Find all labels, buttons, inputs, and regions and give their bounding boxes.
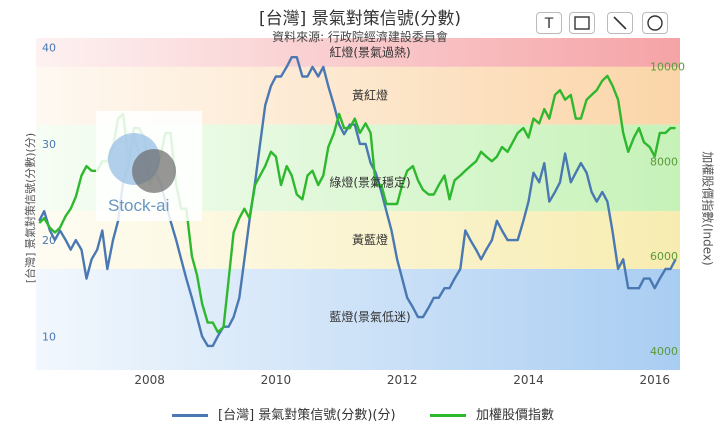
x-tick-label: 2016: [639, 373, 670, 387]
y-tick-label: 30: [42, 138, 56, 151]
x-tick-label: 2008: [134, 373, 165, 387]
text-tool-button[interactable]: T: [536, 12, 562, 34]
chart-subtitle: 資料來源: 行政院經濟建設委員會: [272, 30, 448, 44]
band-label: 黃紅燈: [352, 88, 388, 103]
signal-band: [36, 268, 680, 370]
y2-tick-label: 10000: [650, 60, 685, 73]
y2-axis-label: 加權股價指數(Index): [700, 151, 715, 266]
line-icon: [613, 16, 627, 30]
y2-tick-label: 4000: [650, 345, 678, 358]
band-label: 紅燈(景氣過熱): [329, 44, 410, 59]
y2-tick-label: 6000: [650, 250, 678, 263]
stock-ai-watermark: Stock-ai: [96, 111, 202, 221]
y-axis-label: [台灣] 景氣對策信號(分數)(分): [24, 132, 37, 284]
x-tick-label: 2010: [261, 373, 292, 387]
band-label: 黃藍燈: [352, 232, 388, 247]
text-tool-icon: T: [544, 16, 554, 32]
legend-item-index[interactable]: 加權股價指數: [430, 404, 554, 423]
legend-label-score: [台灣] 景氣對策信號(分數)(分): [218, 408, 396, 423]
circle-tool-button[interactable]: [642, 12, 668, 34]
legend-label-index: 加權股價指數: [476, 408, 555, 423]
y-tick-label: 20: [42, 234, 56, 247]
y-tick-label: 10: [42, 330, 56, 343]
y-tick-label: 40: [42, 42, 56, 55]
x-tick-label: 2012: [387, 373, 418, 387]
rectangle-tool-button[interactable]: [569, 12, 595, 34]
legend-item-score[interactable]: [台灣] 景氣對策信號(分數)(分): [172, 404, 396, 423]
band-label: 藍燈(景氣低迷): [329, 309, 410, 324]
y2-tick-label: 8000: [650, 155, 678, 168]
x-tick-label: 2014: [513, 373, 544, 387]
rectangle-icon: [574, 16, 590, 30]
signal-band: [36, 38, 680, 67]
band-label: 綠燈(景氣穩定): [329, 174, 410, 189]
legend-swatch-index: [430, 414, 466, 417]
circle-icon: [647, 15, 663, 31]
signal-bands: [36, 38, 680, 370]
legend-swatch-score: [172, 414, 208, 417]
line-tool-button[interactable]: [607, 12, 633, 34]
chart-title: [台灣] 景氣對策信號(分數): [259, 9, 461, 29]
svg-text:Stock-ai: Stock-ai: [108, 196, 169, 215]
axes: 2008 2010 2012 2014 2016 10 20 30 40 4000 6000 8000…: [42, 42, 685, 387]
